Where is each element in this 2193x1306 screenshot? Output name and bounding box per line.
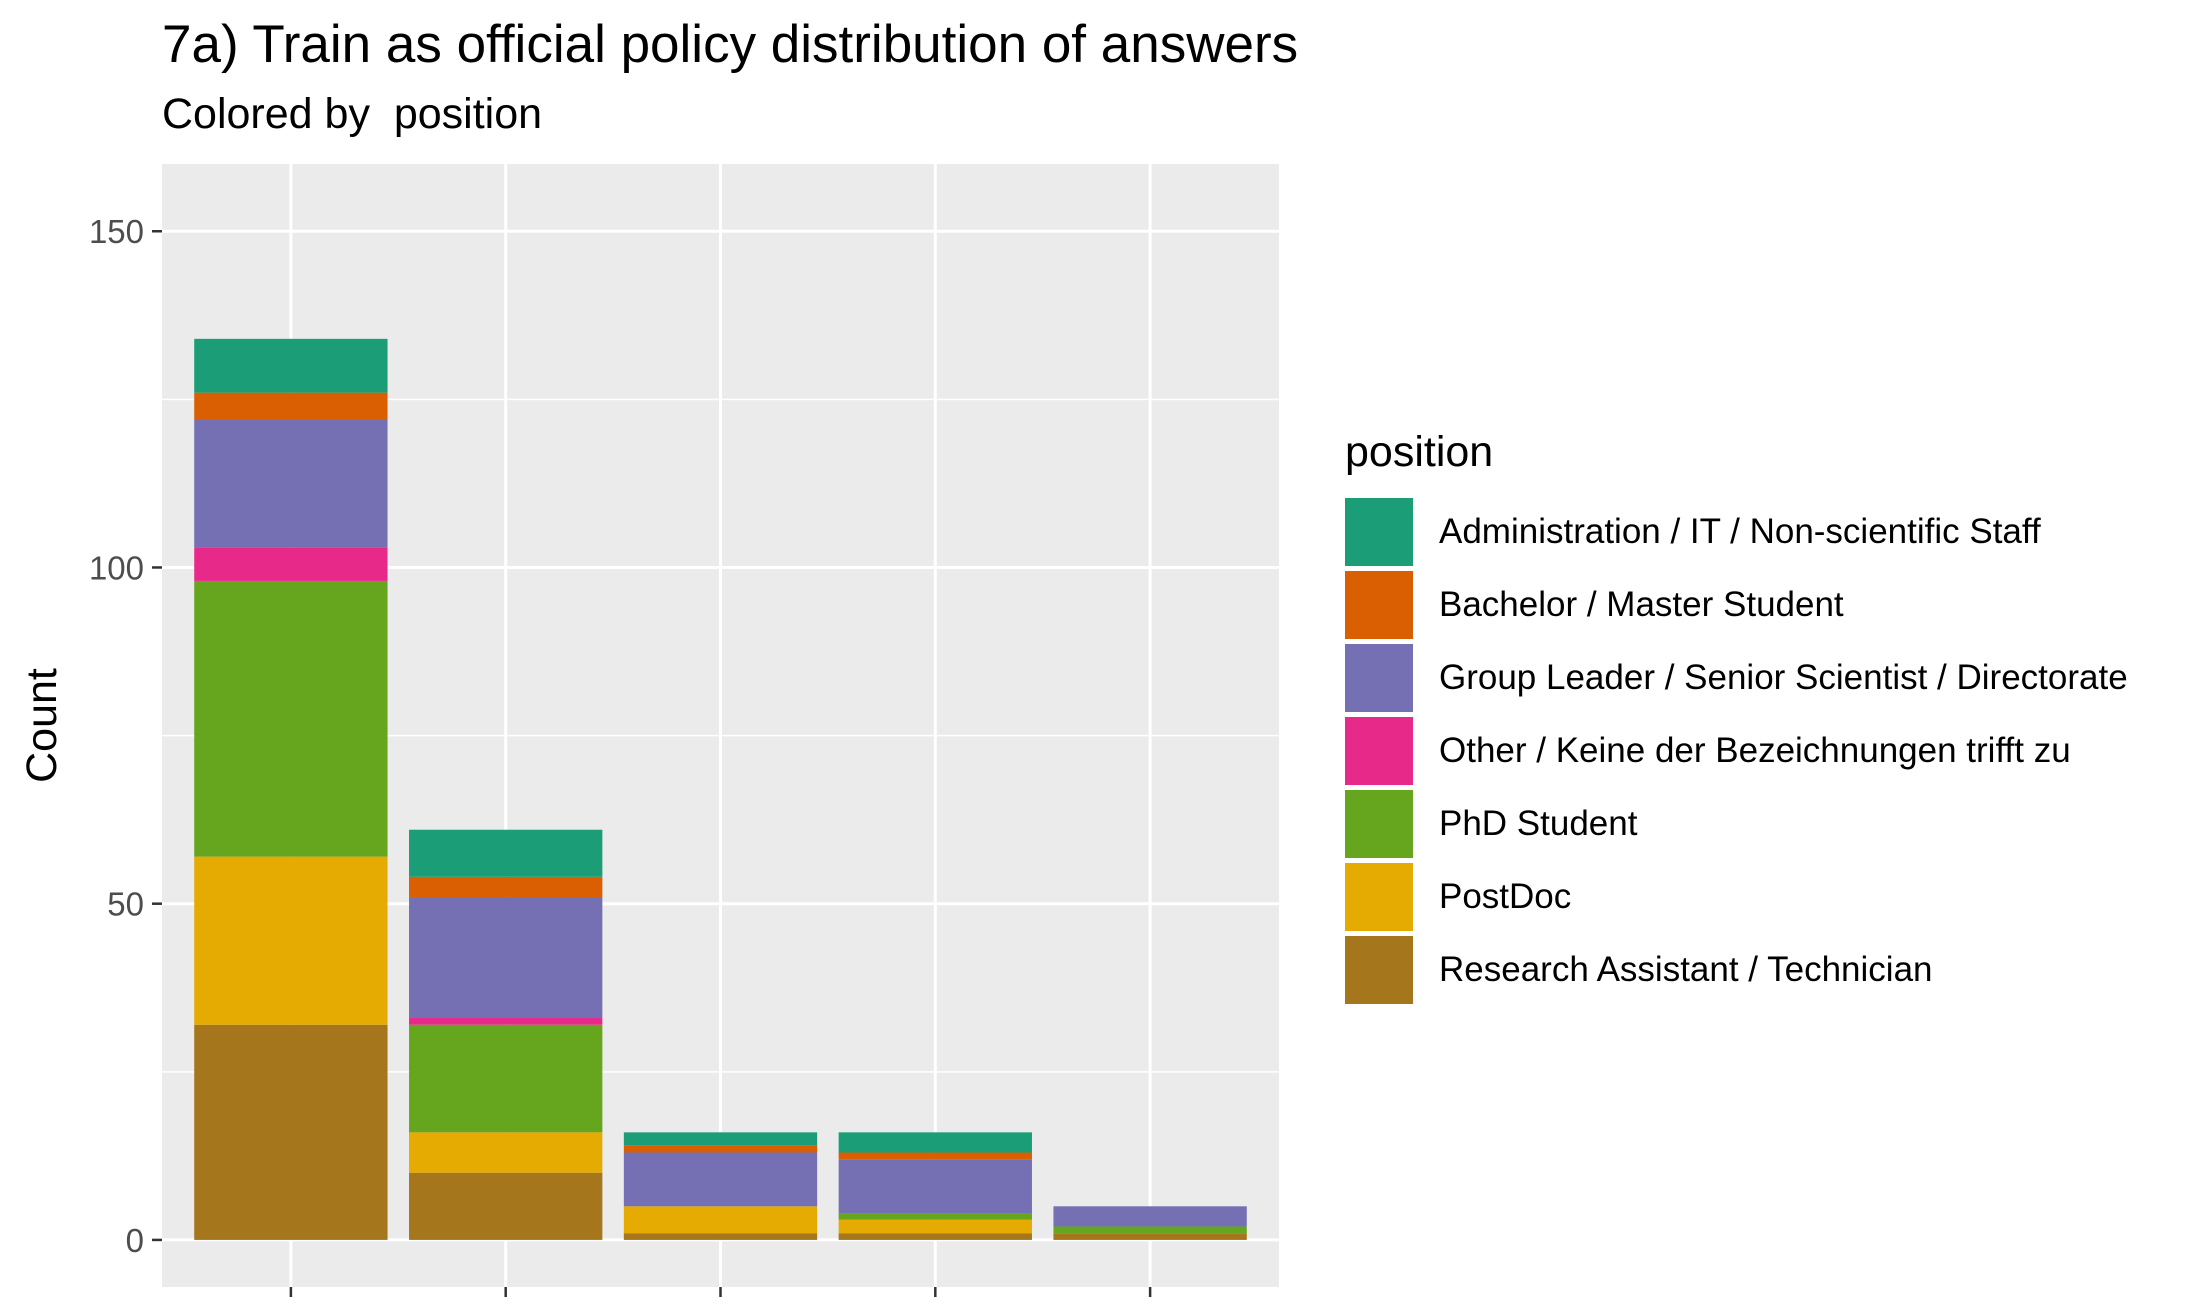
bar-segment bbox=[1053, 1233, 1247, 1240]
legend-item: Bachelor / Master Student bbox=[1345, 568, 2128, 641]
bar-segment bbox=[194, 1024, 388, 1240]
y-tick-label: 100 bbox=[89, 549, 144, 586]
y-tick-label: 150 bbox=[89, 213, 144, 250]
bar-segment bbox=[409, 829, 603, 877]
legend-label: PhD Student bbox=[1439, 803, 1638, 843]
bar-segment bbox=[623, 1233, 818, 1240]
bar-segment bbox=[194, 338, 388, 393]
bar-segment bbox=[409, 876, 603, 897]
legend-label: Bachelor / Master Student bbox=[1439, 584, 1844, 624]
legend-item: Group Leader / Senior Scientist / Direct… bbox=[1345, 641, 2128, 714]
legend-label: Administration / IT / Non-scientific Sta… bbox=[1439, 511, 2041, 551]
bar-segment bbox=[623, 1132, 818, 1146]
legend-item: Other / Keine der Bezeichnungen trifft z… bbox=[1345, 714, 2128, 787]
legend-key bbox=[1345, 789, 1413, 858]
bar-segment bbox=[838, 1132, 1032, 1153]
legend-item: PhD Student bbox=[1345, 787, 2128, 860]
bar-segment bbox=[194, 580, 388, 857]
bar-segment bbox=[409, 1018, 603, 1025]
legend-key bbox=[1345, 497, 1413, 566]
legend-key bbox=[1345, 935, 1413, 1004]
bar-segment bbox=[194, 547, 388, 581]
bar-chart: 0 50 100 150 Count bbox=[18, 164, 1279, 1297]
chart-title: 7a) Train as official policy distributio… bbox=[162, 15, 1299, 74]
bar-segment bbox=[194, 856, 388, 1025]
chart-subtitle: Colored by position bbox=[162, 90, 543, 138]
legend-label: Group Leader / Senior Scientist / Direct… bbox=[1439, 657, 2128, 697]
legend-item: Research Assistant / Technician bbox=[1345, 933, 2128, 1006]
legend-item: Administration / IT / Non-scientific Sta… bbox=[1345, 495, 2128, 568]
legend-title: position bbox=[1345, 428, 1494, 476]
bar-segment bbox=[838, 1152, 1032, 1160]
legend-label: Research Assistant / Technician bbox=[1439, 949, 1933, 989]
legend: position Administration / IT / Non-scien… bbox=[1345, 428, 2128, 1006]
bar-segment bbox=[409, 1132, 603, 1173]
bar-segment bbox=[838, 1219, 1032, 1234]
y-axis-label: Count bbox=[18, 668, 66, 783]
bar-segment bbox=[409, 1172, 603, 1240]
legend-key bbox=[1345, 716, 1413, 785]
y-tick-label: 50 bbox=[107, 886, 144, 923]
bar-segment bbox=[838, 1233, 1032, 1240]
legend-key bbox=[1345, 862, 1413, 931]
bar-segment bbox=[409, 896, 603, 1019]
legend-label: Other / Keine der Bezeichnungen trifft z… bbox=[1439, 730, 2071, 770]
bar-segment bbox=[194, 419, 388, 548]
bar-segment bbox=[1053, 1206, 1247, 1227]
bar-segment bbox=[838, 1159, 1032, 1214]
bar-segment bbox=[838, 1213, 1032, 1220]
legend-key bbox=[1345, 570, 1413, 639]
bar-segment bbox=[194, 392, 388, 420]
legend-label: PostDoc bbox=[1439, 876, 1572, 916]
bar-segment bbox=[1053, 1226, 1247, 1234]
y-tick-label: 0 bbox=[126, 1222, 144, 1259]
bar-segment bbox=[623, 1145, 818, 1153]
bar-segment bbox=[409, 1024, 603, 1133]
bar-segment bbox=[623, 1152, 818, 1207]
legend-item: PostDoc bbox=[1345, 860, 2128, 933]
bar-segment bbox=[623, 1206, 818, 1234]
legend-key bbox=[1345, 643, 1413, 712]
